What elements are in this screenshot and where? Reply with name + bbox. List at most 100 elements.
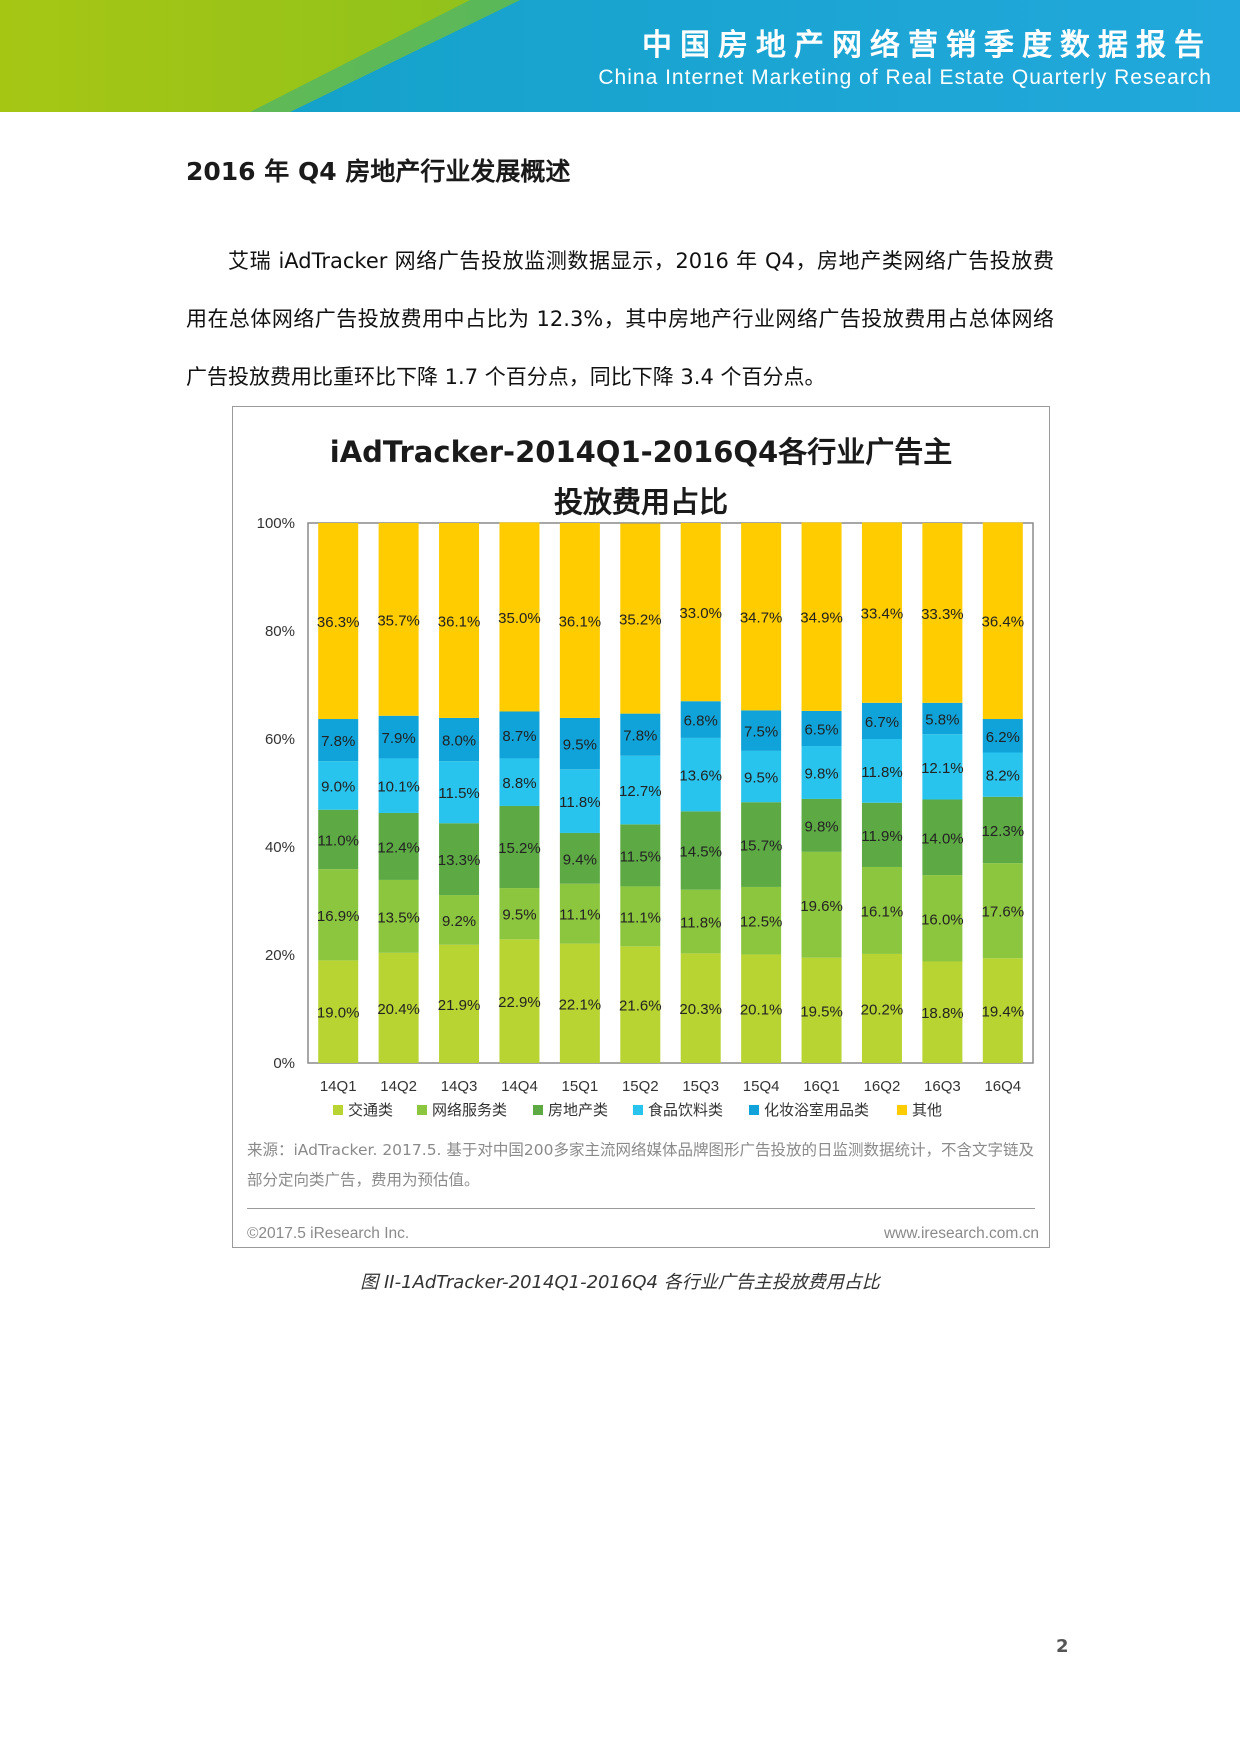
data-label: 16.1% — [861, 903, 904, 920]
legend-swatch — [417, 1105, 427, 1115]
bar-segment — [801, 798, 842, 852]
bar-segment — [801, 710, 842, 747]
bar-segment — [801, 957, 842, 1063]
data-label: 8.0% — [442, 733, 476, 750]
bar-segment — [680, 811, 721, 890]
bar-segment — [982, 863, 1023, 959]
bar-segment — [801, 851, 842, 958]
x-tick-label: 15Q4 — [743, 1078, 780, 1095]
data-label: 11.1% — [620, 909, 661, 926]
legend-label: 化妆浴室用品类 — [764, 1101, 869, 1119]
bar-segment — [318, 809, 359, 870]
bar-segment — [922, 875, 963, 962]
section-title: 2016 年 Q4 房地产行业发展概述 — [186, 157, 571, 186]
bar-segment — [499, 888, 540, 940]
data-label: 33.0% — [679, 605, 722, 622]
bar-segment — [922, 734, 963, 800]
bar-segment — [982, 522, 1023, 720]
data-label: 19.0% — [317, 1005, 360, 1022]
body-paragraph: 艾瑞 iAdTracker 网络广告投放监测数据显示，2016 年 Q4，房地产… — [186, 249, 1054, 389]
chart-title-line2: 投放费用占比 — [553, 485, 728, 519]
bar-segment — [499, 522, 540, 712]
data-label: 6.5% — [804, 721, 838, 738]
data-label: 6.7% — [865, 714, 899, 731]
data-label: 11.8% — [680, 915, 721, 932]
data-label: 6.2% — [986, 729, 1020, 746]
bar-segment — [801, 522, 842, 711]
data-label: 22.1% — [559, 996, 602, 1013]
data-label: 33.4% — [861, 606, 904, 623]
y-tick-label: 40% — [265, 839, 295, 856]
x-tick-label: 14Q4 — [501, 1078, 538, 1095]
chart-figure: iAdTracker-2014Q1-2016Q4各行业广告主 投放费用占比 0%… — [232, 406, 1050, 1248]
x-tick-label: 14Q1 — [320, 1078, 357, 1095]
data-label: 5.8% — [925, 711, 959, 728]
bar-segment — [741, 802, 782, 887]
legend-swatch — [633, 1105, 643, 1115]
bar-segment — [861, 866, 902, 954]
data-label: 11.0% — [317, 832, 358, 849]
figure-divider — [247, 1208, 1035, 1209]
bar-segment — [741, 523, 782, 711]
data-label: 9.2% — [442, 913, 476, 930]
bar-segment — [680, 889, 721, 954]
report-subtitle: China Internet Marketing of Real Estate … — [598, 66, 1212, 89]
bar-segment — [680, 737, 721, 812]
data-label: 14.5% — [679, 844, 722, 861]
bar-segment — [318, 761, 359, 810]
bar-segment — [439, 944, 480, 1063]
data-label: 7.9% — [382, 730, 416, 747]
bar-segment — [559, 943, 600, 1063]
data-label: 9.4% — [563, 851, 597, 868]
bar-segment — [680, 701, 721, 738]
data-label: 36.3% — [317, 614, 360, 631]
page-header: 中国房地产网络营销季度数据报告 China Internet Marketing… — [0, 0, 1240, 112]
bar-segment — [620, 523, 661, 714]
bar-segment — [439, 523, 480, 718]
bar-segment — [378, 758, 419, 813]
plot-area — [307, 522, 1034, 1064]
data-label: 12.3% — [982, 823, 1025, 840]
report-title: 中国房地产网络营销季度数据报告 — [642, 28, 1212, 63]
data-label: 16.9% — [317, 908, 360, 925]
legend-swatch — [333, 1105, 343, 1115]
bar-segment — [741, 750, 782, 803]
data-label: 12.1% — [921, 760, 964, 777]
data-label: 11.5% — [620, 848, 661, 865]
data-label: 7.8% — [623, 728, 657, 745]
legend-label: 其他 — [912, 1101, 942, 1119]
data-label: 13.5% — [377, 909, 420, 926]
data-label: 19.4% — [982, 1004, 1025, 1021]
bar-segment — [982, 796, 1023, 864]
bar-segment — [559, 523, 600, 718]
y-tick-label: 80% — [265, 623, 295, 640]
y-tick-label: 20% — [265, 947, 295, 964]
data-label: 36.1% — [559, 613, 602, 630]
y-tick-label: 0% — [273, 1055, 295, 1072]
data-label: 20.2% — [861, 1001, 904, 1018]
x-tick-label: 15Q2 — [622, 1078, 659, 1095]
data-label: 11.9% — [861, 828, 902, 845]
header-banner — [0, 0, 1240, 112]
bar-segment — [499, 939, 540, 1063]
data-label: 34.7% — [740, 610, 783, 627]
data-label: 21.6% — [619, 998, 662, 1015]
data-label: 11.5% — [438, 785, 479, 802]
chart-source-note: 来源：iAdTracker. 2017.5. 基于对中国200多家主流网络媒体品… — [247, 1141, 1034, 1189]
data-label: 10.1% — [377, 779, 420, 796]
data-label: 16.0% — [921, 911, 964, 928]
data-label: 9.5% — [563, 737, 597, 754]
bar-segment — [559, 769, 600, 833]
data-label: 19.5% — [800, 1003, 843, 1020]
bar-segment — [922, 799, 963, 876]
data-label: 36.4% — [982, 614, 1025, 631]
bar-segment — [982, 719, 1023, 753]
legend-label: 房地产类 — [548, 1101, 608, 1119]
legend-label: 网络服务类 — [432, 1101, 507, 1119]
bar-segment — [378, 812, 419, 880]
data-label: 11.8% — [559, 794, 600, 811]
data-label: 35.7% — [377, 612, 420, 629]
bar-segment — [922, 523, 963, 703]
data-label: 17.6% — [982, 904, 1025, 921]
bar-segment — [861, 522, 902, 703]
